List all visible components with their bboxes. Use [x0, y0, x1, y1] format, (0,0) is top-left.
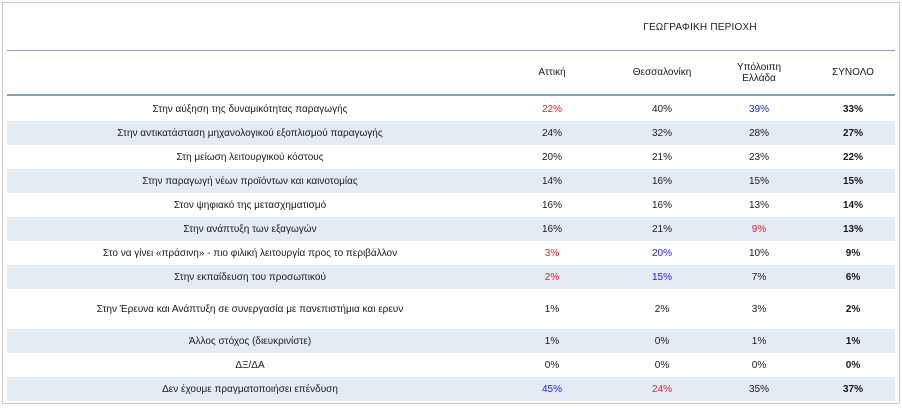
row-label: Στη μείωση λειτουργικού κόστους: [176, 151, 324, 163]
table-row: Στην αύξηση της δυναμικότητας παραγωγής 2…: [7, 97, 895, 121]
value-total: 27%: [842, 127, 863, 139]
value-rest-of-greece: 10%: [748, 247, 769, 259]
value-total: 15%: [842, 175, 863, 187]
group-title: ΓΕΩΓΡΑΦΙΚΗ ΠΕΡΙΟΧΗ: [643, 22, 757, 33]
column-header-total: ΣΥΝΟΛΟ: [832, 67, 874, 78]
value-rest-of-greece: 0%: [751, 359, 767, 371]
value-rest-of-greece: 15%: [748, 175, 769, 187]
column-header-attiki: Αττική: [538, 67, 566, 78]
value-rest-of-greece: 7%: [751, 271, 767, 283]
value-thessaloniki: 2%: [654, 303, 670, 315]
column-header-thessaloniki: Θεσσαλονίκη: [632, 67, 692, 78]
header-divider: [7, 50, 895, 51]
value-total: 9%: [845, 247, 861, 259]
column-header-row: Αττική Θεσσαλονίκη Υπόλοιπη Ελλάδα ΣΥΝΟΛ…: [7, 51, 895, 96]
value-attiki: 1%: [544, 335, 560, 347]
value-rest-of-greece: 3%: [751, 303, 767, 315]
value-attiki: 16%: [541, 223, 562, 235]
value-attiki: 2%: [544, 271, 560, 283]
value-rest-of-greece: 39%: [748, 103, 769, 115]
row-label: Στην παραγωγή νέων προϊόντων και καινοτο…: [142, 175, 358, 187]
row-label: Στην αντικατάσταση μηχανολογικού εξοπλισ…: [117, 127, 383, 139]
table-row: Στο να γίνει «πράσινη» - πιο φιλική λειτ…: [7, 241, 895, 265]
value-rest-of-greece: 1%: [751, 335, 767, 347]
value-attiki: 0%: [544, 359, 560, 371]
table-row: Στον ψηφιακό της μετασχηματισμό 16% 16% 13%…: [7, 193, 895, 217]
value-thessaloniki: 32%: [651, 127, 672, 139]
value-attiki: 24%: [541, 127, 562, 139]
value-thessaloniki: 15%: [651, 271, 672, 283]
value-thessaloniki: 20%: [651, 247, 672, 259]
value-total: 2%: [845, 303, 861, 315]
column-header-rest-of-greece: Υπόλοιπη Ελλάδα: [736, 61, 782, 84]
value-attiki: 16%: [541, 199, 562, 211]
row-label: ΔΞ/ΔΑ: [235, 359, 265, 371]
table-row: Στην αντικατάσταση μηχανολογικού εξοπλισ…: [7, 121, 895, 145]
value-thessaloniki: 16%: [651, 175, 672, 187]
value-attiki: 20%: [541, 151, 562, 163]
value-total: 37%: [842, 383, 863, 395]
row-label: Στο να γίνει «πράσινη» - πιο φιλική λειτ…: [102, 247, 398, 259]
value-total: 22%: [842, 151, 863, 163]
value-attiki: 14%: [541, 175, 562, 187]
value-total: 33%: [842, 103, 863, 115]
value-thessaloniki: 21%: [651, 151, 672, 163]
value-rest-of-greece: 35%: [748, 383, 769, 395]
row-label: Στην εκπαίδευση του προσωπικού: [174, 271, 326, 283]
value-total: 13%: [842, 223, 863, 235]
value-total: 14%: [842, 199, 863, 211]
value-thessaloniki: 24%: [651, 383, 672, 395]
row-label: Στην ανάπτυξη των εξαγωγών: [183, 223, 317, 235]
row-label: Άλλος στόχος (διευκρινίστε): [188, 335, 312, 347]
value-total: 6%: [845, 271, 861, 283]
table-row: Στην εκπαίδευση του προσωπικού 2% 15% 7% 6%: [7, 265, 895, 289]
value-thessaloniki: 21%: [651, 223, 672, 235]
table-row: Στην Έρευνα και Ανάπτυξη σε συνεργασία μ…: [7, 289, 895, 329]
value-attiki: 1%: [544, 303, 560, 315]
table-row: ΔΞ/ΔΑ 0% 0% 0% 0%: [7, 353, 895, 377]
table-row: Στη μείωση λειτουργικού κόστους 20% 21% 23%…: [7, 145, 895, 169]
value-thessaloniki: 0%: [654, 359, 670, 371]
table-row: Άλλος στόχος (διευκρινίστε) 1% 0% 1% 1%: [7, 329, 895, 353]
row-label: Στην αύξηση της δυναμικότητας παραγωγής: [152, 103, 348, 115]
value-thessaloniki: 40%: [651, 103, 672, 115]
value-rest-of-greece: 23%: [748, 151, 769, 163]
value-rest-of-greece: 9%: [751, 223, 767, 235]
value-thessaloniki: 0%: [654, 335, 670, 347]
value-total: 1%: [845, 335, 861, 347]
value-rest-of-greece: 13%: [748, 199, 769, 211]
row-label: Δεν έχουμε πραγματοποιήσει επένδυση: [162, 383, 338, 395]
row-label: Στην Έρευνα και Ανάπτυξη σε συνεργασία μ…: [96, 303, 404, 315]
table-row: Στην παραγωγή νέων προϊόντων και καινοτο…: [7, 169, 895, 193]
value-attiki: 3%: [544, 247, 560, 259]
table-row: Δεν έχουμε πραγματοποιήσει επένδυση 45% 24…: [7, 377, 895, 401]
value-total: 0%: [845, 359, 861, 371]
value-attiki: 22%: [541, 103, 562, 115]
table-row: Στην ανάπτυξη των εξαγωγών 16% 21% 9% 13%: [7, 217, 895, 241]
row-label: Στον ψηφιακό της μετασχηματισμό: [173, 199, 327, 211]
value-thessaloniki: 16%: [651, 199, 672, 211]
value-attiki: 45%: [541, 383, 562, 395]
table-body: Στην αύξηση της δυναμικότητας παραγωγής 2…: [7, 97, 895, 401]
value-rest-of-greece: 28%: [748, 127, 769, 139]
